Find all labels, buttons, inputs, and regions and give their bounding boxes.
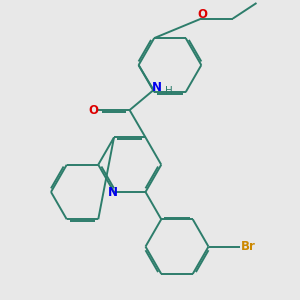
Text: O: O [88,103,98,117]
Text: N: N [107,185,118,199]
Text: N: N [152,81,162,94]
Text: O: O [197,8,207,21]
Text: H: H [165,86,173,97]
Text: Br: Br [241,240,256,253]
